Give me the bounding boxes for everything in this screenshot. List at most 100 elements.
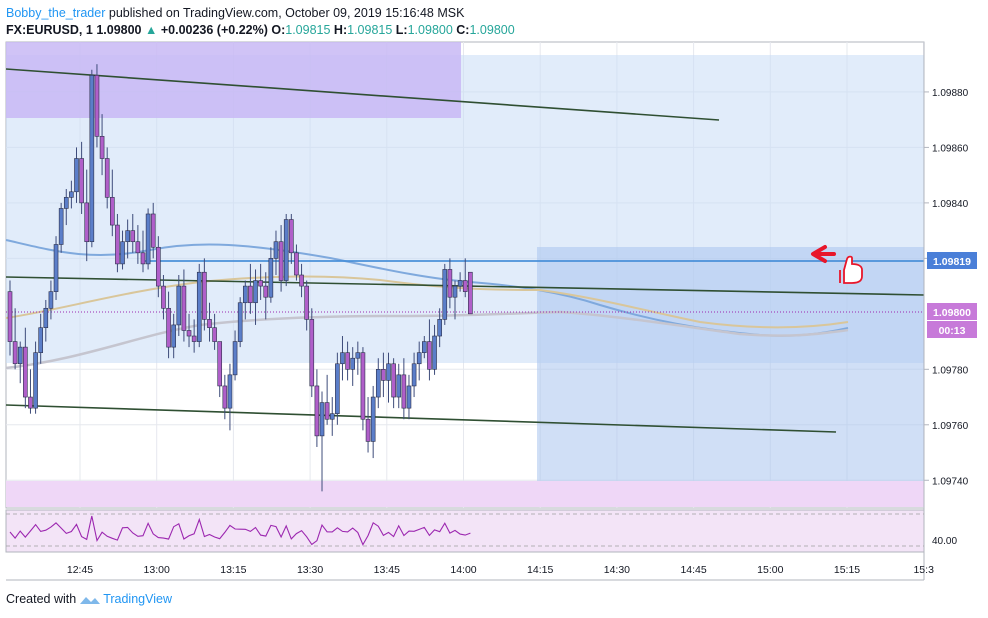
- candle[interactable]: [314, 385, 320, 437]
- candle[interactable]: [120, 241, 125, 265]
- candle[interactable]: [191, 335, 197, 342]
- candle[interactable]: [283, 219, 289, 281]
- channel-bottom-line[interactable]: [5, 404, 837, 433]
- candle[interactable]: [63, 197, 69, 209]
- candle[interactable]: [370, 396, 376, 442]
- candle[interactable]: [263, 285, 269, 298]
- channel-top-line[interactable]: [5, 68, 720, 121]
- candle[interactable]: [43, 307, 49, 329]
- candle[interactable]: [161, 285, 166, 309]
- tradingview-brand[interactable]: TradingView: [103, 592, 172, 606]
- candle[interactable]: [350, 357, 356, 370]
- candle[interactable]: [110, 197, 115, 226]
- candle[interactable]: [196, 271, 202, 342]
- candle[interactable]: [411, 363, 417, 387]
- author-name[interactable]: Bobby_the_trader: [6, 6, 106, 20]
- candle[interactable]: [273, 241, 279, 259]
- candle[interactable]: [432, 335, 437, 370]
- candle[interactable]: [84, 202, 90, 243]
- candle[interactable]: [104, 158, 110, 198]
- candle[interactable]: [299, 274, 304, 287]
- candle[interactable]: [135, 241, 141, 254]
- candle[interactable]: [242, 285, 248, 304]
- candle[interactable]: [23, 346, 28, 398]
- candle[interactable]: [457, 280, 463, 287]
- candle[interactable]: [278, 241, 284, 281]
- candle[interactable]: [115, 224, 120, 265]
- candle[interactable]: [53, 244, 59, 292]
- price-axis[interactable]: 1.098801.098601.098401.098201.097801.097…: [924, 88, 969, 487]
- time-axis[interactable]: 12:45 13:00 13:15 13:30 13:45 14:00 14:15 14:30…: [67, 564, 934, 576]
- candle[interactable]: [186, 330, 192, 337]
- candle[interactable]: [222, 385, 228, 409]
- candle[interactable]: [202, 271, 207, 320]
- candle[interactable]: [166, 307, 171, 348]
- candle[interactable]: [125, 230, 130, 243]
- candle[interactable]: [258, 280, 263, 287]
- candle[interactable]: [329, 413, 335, 420]
- candle[interactable]: [468, 271, 473, 315]
- candle[interactable]: [319, 402, 325, 437]
- candle[interactable]: [58, 208, 64, 245]
- candle[interactable]: [48, 291, 54, 309]
- candle[interactable]: [237, 302, 243, 342]
- candle[interactable]: [248, 285, 253, 304]
- candle[interactable]: [365, 418, 371, 442]
- candle[interactable]: [130, 230, 136, 243]
- candle[interactable]: [406, 385, 412, 409]
- candle[interactable]: [171, 324, 176, 348]
- candle[interactable]: [33, 352, 38, 409]
- candle[interactable]: [7, 291, 13, 342]
- candle[interactable]: [232, 341, 238, 376]
- candle[interactable]: [207, 319, 212, 329]
- candle[interactable]: [212, 327, 217, 342]
- candle[interactable]: [345, 352, 350, 370]
- candle[interactable]: [360, 352, 366, 420]
- candle[interactable]: [253, 280, 258, 304]
- candle[interactable]: [452, 285, 458, 298]
- candle[interactable]: [386, 363, 391, 381]
- candle[interactable]: [447, 269, 453, 298]
- candle[interactable]: [94, 74, 100, 137]
- candle[interactable]: [156, 246, 161, 287]
- candle[interactable]: [401, 374, 407, 409]
- candle[interactable]: [335, 363, 340, 414]
- candle[interactable]: [217, 341, 223, 387]
- candle[interactable]: [181, 285, 187, 331]
- candle[interactable]: [416, 352, 422, 365]
- candle[interactable]: [17, 346, 23, 365]
- candle[interactable]: [304, 285, 309, 320]
- candle[interactable]: [28, 396, 33, 409]
- candle[interactable]: [145, 213, 151, 265]
- candle[interactable]: [375, 369, 381, 398]
- candle[interactable]: [437, 319, 442, 337]
- candle[interactable]: [381, 369, 386, 381]
- candle[interactable]: [427, 341, 432, 370]
- candle[interactable]: [355, 352, 361, 359]
- candle[interactable]: [442, 269, 448, 320]
- candle[interactable]: [391, 363, 396, 398]
- high-value: 1.09815: [347, 23, 393, 37]
- candle[interactable]: [340, 352, 345, 365]
- candle[interactable]: [462, 280, 468, 292]
- candle[interactable]: [176, 285, 182, 326]
- candle[interactable]: [12, 341, 18, 365]
- candle[interactable]: [38, 327, 43, 353]
- candle[interactable]: [268, 258, 274, 298]
- candle[interactable]: [294, 252, 299, 276]
- candle[interactable]: [324, 402, 330, 420]
- rsi-pane[interactable]: [5, 509, 925, 553]
- candle[interactable]: [309, 319, 315, 387]
- candle[interactable]: [150, 213, 156, 248]
- candle[interactable]: [396, 374, 402, 398]
- candle[interactable]: [289, 219, 294, 254]
- candle[interactable]: [227, 374, 233, 409]
- candle[interactable]: [140, 252, 146, 265]
- candle[interactable]: [69, 191, 74, 198]
- candle[interactable]: [79, 158, 84, 204]
- candle[interactable]: [422, 341, 427, 353]
- candle[interactable]: [99, 136, 105, 159]
- candle[interactable]: [74, 158, 79, 193]
- candle[interactable]: [89, 74, 95, 243]
